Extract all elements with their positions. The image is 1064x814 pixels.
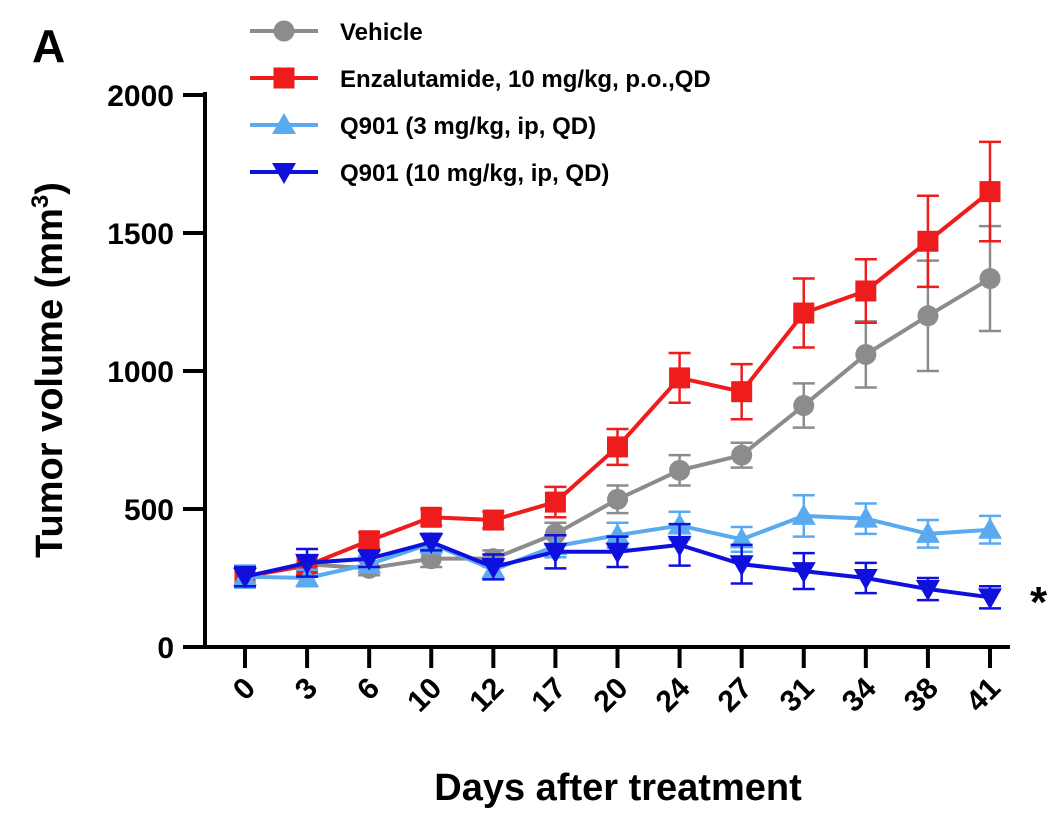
legend-label: Q901 (10 mg/kg, ip, QD) [340, 160, 609, 187]
x-tick-label: 41 [960, 672, 1007, 719]
data-point [855, 343, 877, 365]
data-point [605, 523, 630, 545]
data-point [979, 268, 1001, 290]
legend-marker [272, 113, 296, 134]
x-tick-label: 20 [588, 672, 635, 719]
series-line [244, 190, 992, 579]
data-point [855, 280, 877, 302]
x-tick-label: 12 [463, 672, 510, 719]
data-point [667, 535, 692, 557]
data-point [978, 517, 1002, 539]
data-point [791, 562, 816, 584]
y-ticks: 0 500 1000 1500 2000 [107, 80, 205, 665]
legend-entry-4: Q901 (10 mg/kg, ip, QD) [250, 160, 609, 187]
y-tick-label: 500 [124, 494, 174, 527]
data-point [482, 509, 504, 531]
y-tick-label: 1500 [107, 218, 174, 251]
data-point [978, 588, 1002, 610]
legend-marker [273, 67, 295, 89]
data-point [543, 542, 568, 564]
data-point [793, 395, 815, 416]
x-axis-title: Days after treatment [434, 767, 802, 809]
y-axis-title-suffix: ) [29, 182, 71, 195]
legend-marker [273, 20, 295, 42]
data-point [853, 506, 878, 528]
y-tick-label: 0 [157, 632, 174, 665]
data-point [607, 488, 628, 510]
x-tick-label: 31 [774, 672, 821, 719]
x-tick-label: 17 [525, 672, 572, 719]
legend-entry-1: Vehicle [250, 19, 423, 46]
legend-entry-3: Q901 (3 mg/kg, ip, QD) [250, 113, 596, 140]
legend-marker [272, 163, 296, 184]
x-tick-label: 3 [289, 672, 324, 707]
x-tick-label: 10 [401, 672, 448, 719]
data-point [481, 557, 506, 579]
x-tick-label: 6 [351, 672, 386, 707]
data-point [791, 503, 816, 525]
y-tick-label: 2000 [107, 80, 174, 113]
panel-label: A [32, 20, 65, 72]
data-point [731, 444, 753, 466]
data-point [853, 569, 878, 590]
y-axis-title-superscript: 3 [27, 195, 54, 208]
data-point [979, 181, 1001, 203]
series-2 [234, 140, 1001, 588]
data-point [917, 305, 939, 327]
y-axis-title: Tumor volume (mm3) [27, 182, 71, 558]
legend: Vehicle Enzalutamide, 10 mg/kg, p.o.,QD Q9… [250, 19, 711, 187]
data-point [669, 459, 691, 481]
legend-label: Q901 (3 mg/kg, ip, QD) [340, 113, 596, 140]
data-point [233, 567, 257, 589]
data-point [358, 530, 380, 552]
legend-label: Enzalutamide, 10 mg/kg, p.o.,QD [340, 66, 711, 93]
series-4 [233, 522, 1002, 610]
x-tick-label: 27 [712, 672, 759, 719]
significance-asterisk: * [1030, 578, 1048, 627]
legend-entry-2: Enzalutamide, 10 mg/kg, p.o.,QD [250, 66, 711, 93]
data-point [544, 523, 566, 545]
data-point [357, 549, 382, 571]
data-point [729, 555, 754, 577]
data-point [607, 436, 628, 458]
data-point [793, 302, 815, 324]
data-point [295, 553, 320, 575]
data-point [669, 367, 691, 389]
x-ticks: 0 3 6 10 12 17 20 24 27 31 34 38 41 [227, 647, 1007, 719]
x-tick-label: 24 [650, 671, 697, 718]
y-tick-label: 1000 [107, 356, 174, 389]
x-tick-label: 38 [898, 672, 945, 719]
data-point [544, 491, 566, 513]
data-point [731, 381, 753, 403]
data-point [729, 527, 754, 549]
x-tick-label: 34 [836, 671, 883, 718]
x-tick-label: 0 [227, 672, 262, 707]
data-point [915, 580, 940, 602]
series-layer [233, 140, 1002, 610]
y-axis-title-main: Tumor volume (mm [29, 208, 71, 558]
data-point [605, 542, 630, 564]
data-point [917, 230, 939, 252]
data-point [915, 521, 940, 543]
legend-label: Vehicle [340, 19, 423, 46]
data-point [420, 506, 442, 528]
data-point [419, 533, 444, 555]
